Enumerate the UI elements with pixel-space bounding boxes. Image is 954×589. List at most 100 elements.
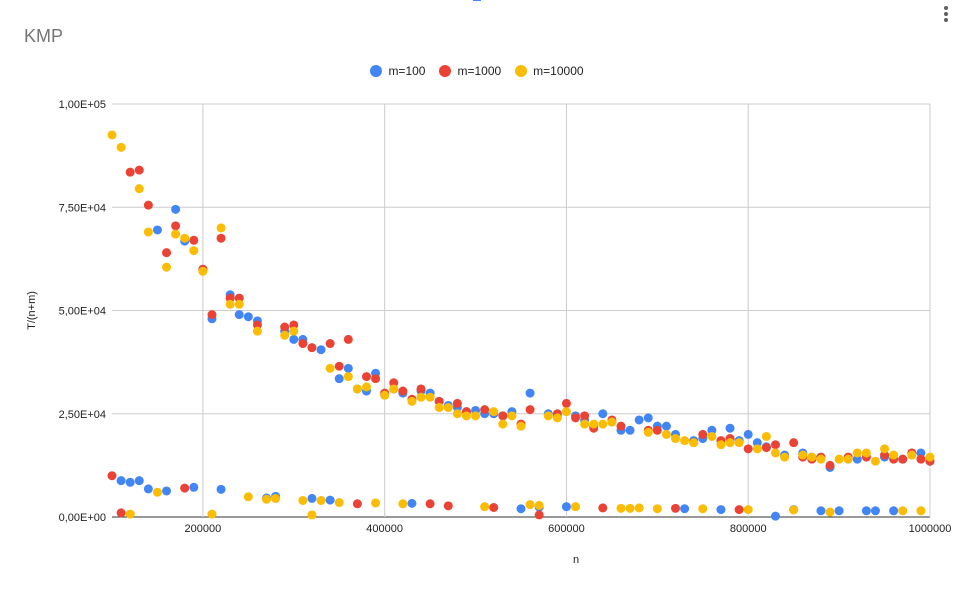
x-tick-label: 400000 xyxy=(366,523,403,535)
legend-item-m1000[interactable]: m=1000 xyxy=(439,64,501,78)
data-point-series-0 xyxy=(725,423,735,433)
data-point-series-1 xyxy=(698,429,708,439)
data-point-series-2 xyxy=(334,498,344,508)
data-point-series-2 xyxy=(907,450,917,460)
data-point-series-2 xyxy=(171,229,181,239)
data-point-series-1 xyxy=(361,372,371,382)
data-point-series-0 xyxy=(852,454,862,464)
data-point-series-0 xyxy=(625,425,635,435)
legend-item-m100[interactable]: m=100 xyxy=(370,64,425,78)
data-point-series-2 xyxy=(916,506,926,516)
data-point-series-1 xyxy=(898,454,908,464)
data-point-series-2 xyxy=(534,500,544,510)
data-point-series-1 xyxy=(207,310,217,320)
data-point-series-2 xyxy=(589,419,599,429)
data-point-series-2 xyxy=(652,504,662,514)
data-point-series-2 xyxy=(125,509,135,519)
data-point-series-2 xyxy=(789,505,799,515)
data-point-series-0 xyxy=(525,388,535,398)
data-point-series-1 xyxy=(743,444,753,454)
data-point-series-2 xyxy=(316,495,326,505)
scroll-marker xyxy=(473,0,481,1)
data-point-series-2 xyxy=(443,403,453,413)
data-point-series-2 xyxy=(152,487,162,497)
data-point-series-0 xyxy=(834,506,844,516)
data-point-series-2 xyxy=(598,419,608,429)
data-point-series-2 xyxy=(671,434,681,444)
data-point-series-0 xyxy=(325,495,335,505)
data-point-series-0 xyxy=(289,334,299,344)
data-point-series-2 xyxy=(761,431,771,441)
data-point-series-0 xyxy=(162,486,172,496)
data-point-series-0 xyxy=(307,493,317,503)
y-tick-label: 0,00E+00 xyxy=(59,512,106,524)
data-point-series-2 xyxy=(189,246,199,256)
x-tick-label: 1000000 xyxy=(909,523,952,535)
data-point-series-2 xyxy=(770,448,780,458)
data-point-series-2 xyxy=(643,427,653,437)
data-point-series-0 xyxy=(634,415,644,425)
data-point-series-2 xyxy=(834,454,844,464)
x-tick-label: 200000 xyxy=(185,523,222,535)
data-point-series-2 xyxy=(870,456,880,466)
data-point-series-0 xyxy=(171,204,181,214)
data-point-series-2 xyxy=(480,502,490,512)
data-point-series-2 xyxy=(725,438,735,448)
data-point-series-1 xyxy=(289,320,299,330)
data-point-series-1 xyxy=(770,440,780,450)
data-point-series-0 xyxy=(125,477,135,487)
data-point-series-2 xyxy=(216,223,226,233)
data-point-series-0 xyxy=(752,438,762,448)
data-point-series-0 xyxy=(334,374,344,384)
data-point-series-0 xyxy=(561,502,571,512)
data-point-series-2 xyxy=(552,413,562,423)
data-point-series-1 xyxy=(189,235,199,245)
data-point-series-0 xyxy=(916,448,926,458)
data-point-series-2 xyxy=(898,506,908,516)
data-point-series-2 xyxy=(271,493,281,503)
data-point-series-1 xyxy=(180,483,190,493)
data-point-series-1 xyxy=(489,503,499,513)
data-point-series-0 xyxy=(234,310,244,320)
data-point-series-2 xyxy=(780,452,790,462)
data-point-series-2 xyxy=(116,142,126,152)
data-point-series-2 xyxy=(571,502,581,512)
data-point-series-2 xyxy=(680,436,690,446)
data-point-series-2 xyxy=(616,503,626,513)
data-point-series-1 xyxy=(325,339,335,349)
data-point-series-0 xyxy=(134,476,144,486)
data-point-series-1 xyxy=(216,233,226,243)
data-point-series-1 xyxy=(561,398,571,408)
data-point-series-1 xyxy=(671,503,681,513)
data-point-series-2 xyxy=(407,396,417,406)
data-point-series-2 xyxy=(707,431,717,441)
data-point-series-2 xyxy=(298,495,308,505)
data-point-series-2 xyxy=(289,326,299,336)
data-point-series-2 xyxy=(507,411,517,421)
more-options-icon[interactable] xyxy=(939,6,953,24)
data-point-series-2 xyxy=(252,326,262,336)
data-point-series-1 xyxy=(307,343,317,353)
data-point-series-2 xyxy=(852,448,862,458)
data-point-series-0 xyxy=(770,511,780,521)
data-point-series-2 xyxy=(625,503,635,513)
legend-dot-m1000 xyxy=(439,65,452,77)
data-point-series-2 xyxy=(398,499,408,509)
data-point-series-1 xyxy=(880,450,890,460)
data-point-series-2 xyxy=(262,494,272,504)
data-point-series-1 xyxy=(789,438,799,448)
data-point-series-2 xyxy=(498,419,508,429)
data-point-series-1 xyxy=(761,443,771,453)
legend-item-m10000[interactable]: m=10000 xyxy=(515,64,584,78)
data-point-series-0 xyxy=(116,476,126,486)
data-point-series-1 xyxy=(298,339,308,349)
data-point-series-0 xyxy=(743,429,753,439)
data-point-series-1 xyxy=(343,334,353,344)
legend: m=100 m=1000 m=10000 xyxy=(0,64,954,78)
data-point-series-0 xyxy=(316,345,326,355)
data-point-series-2 xyxy=(661,429,671,439)
data-point-series-2 xyxy=(325,363,335,373)
data-point-series-2 xyxy=(825,507,835,517)
x-tick-label: 600000 xyxy=(548,523,585,535)
